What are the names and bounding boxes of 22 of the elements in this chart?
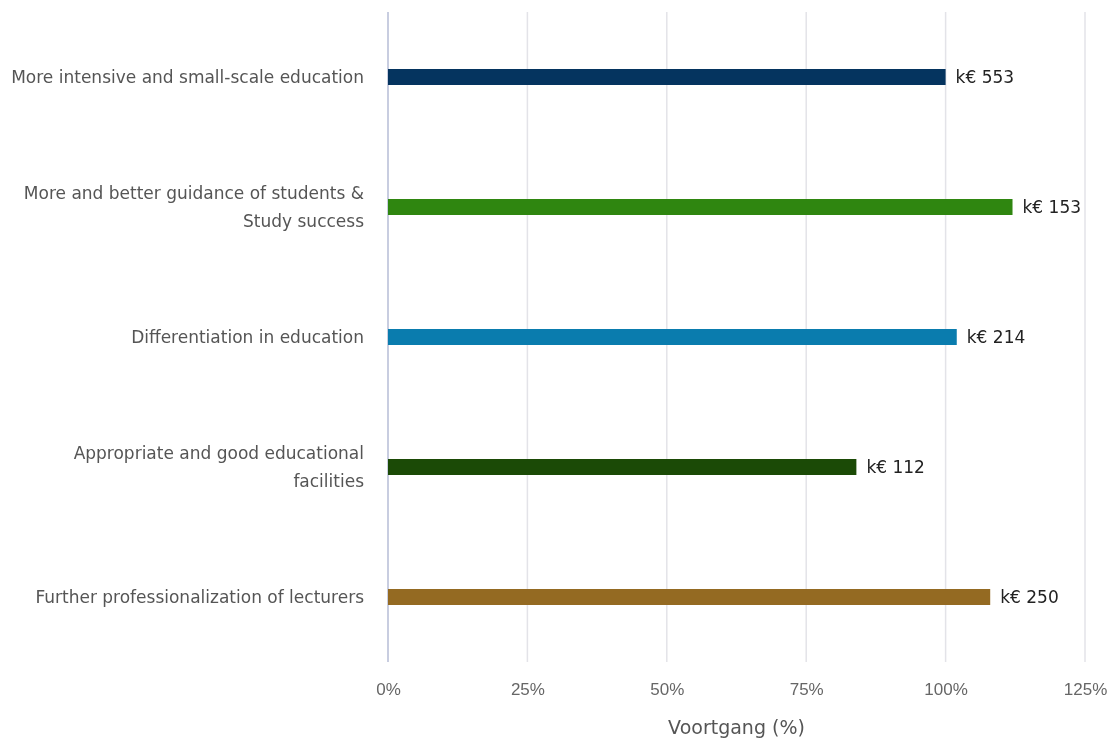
- data-label: k€ 250: [1000, 586, 1059, 607]
- x-axis-title: Voortgang (%): [668, 716, 805, 738]
- data-label: k€ 214: [966, 326, 1026, 347]
- x-tick-label: 25%: [510, 680, 545, 700]
- bar: [388, 199, 1013, 215]
- data-label: k€ 112: [866, 456, 925, 477]
- bar: [388, 589, 991, 605]
- x-tick-label: 125%: [1063, 680, 1108, 700]
- x-tick-label: 0%: [376, 680, 401, 700]
- y-tick-label: Further professionalization of lecturers: [35, 586, 365, 607]
- x-tick-label: 50%: [650, 680, 685, 700]
- y-tick-label: More and better guidance of students & Study success: [23, 182, 365, 231]
- x-tick-label: 75%: [789, 680, 824, 700]
- bar: [388, 329, 957, 345]
- data-label: k€ 553: [955, 66, 1015, 87]
- y-tick-label: Appropriate and good educational facilities: [73, 442, 365, 491]
- data-label: k€ 153: [1022, 196, 1082, 217]
- bar: [388, 69, 946, 85]
- x-tick-label: 100%: [924, 680, 968, 700]
- y-tick-label: More intensive and small-scale education: [11, 66, 364, 87]
- y-tick-label: Differentiation in education: [131, 326, 364, 347]
- bar: [388, 459, 857, 475]
